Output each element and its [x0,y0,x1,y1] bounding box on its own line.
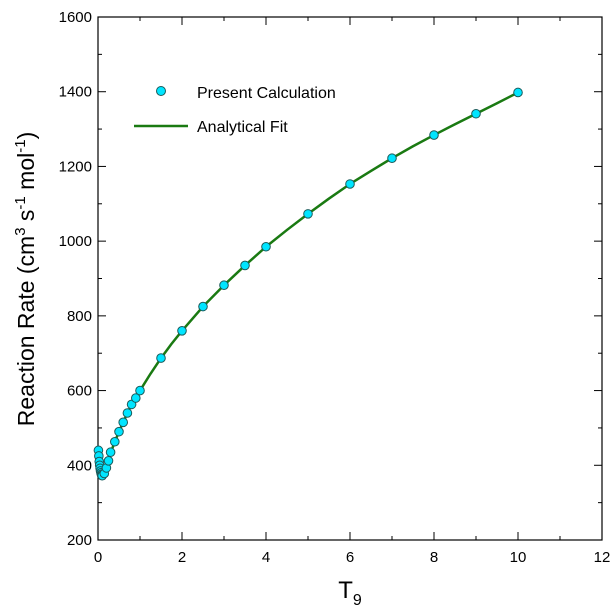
y-tick-label: 400 [67,457,92,474]
y-tick-label: 800 [67,308,92,325]
x-axis-title-main: T [338,577,353,604]
y-tick-label: 1200 [59,158,92,175]
y-axis-title: Reaction Rate (cm3 s-1 mol-1) [12,132,39,427]
present-calculation-point [261,241,271,252]
present-calculation-point [471,108,481,119]
y-tick-label: 600 [67,383,92,400]
legend-marker-present-calculation [156,86,166,96]
plot-frame [97,16,603,541]
analytical-fit-series [101,91,519,477]
present-calculation-series [93,87,523,481]
present-calculation-point [429,130,439,140]
plot-area-border [97,16,603,541]
x-axis-title-subscript: 9 [353,592,362,609]
present-calculation-point [105,447,116,458]
present-calculation-point [110,436,120,447]
legend-label-analytical-fit: Analytical Fit [197,119,288,136]
present-calculation-point [303,209,313,219]
x-tick-label: 2 [178,549,186,566]
present-calculation-point [118,417,128,428]
x-tick-label: 4 [262,549,270,566]
present-calculation-point [345,179,355,189]
x-tick-label: 10 [510,549,527,566]
y-tick-labels: 200 400 600 800 1000 1200 1400 1600 [59,9,92,549]
y-axis-title-sup-3: -1 [12,139,29,152]
legend-label-present-calculation: Present Calculation [197,85,336,102]
present-calculation-point [103,456,114,466]
present-calculation-point [198,301,208,312]
present-calculation-point [513,87,523,98]
present-calculation-point [122,408,133,418]
y-axis-title-sup-2: -1 [12,196,29,209]
present-calculation-point [240,260,250,271]
y-axis-title-end: ) [13,132,39,140]
present-calculation-point [177,326,187,336]
present-calculation-point [131,393,141,403]
present-calculation-point [114,426,124,437]
x-tick-labels: 0 2 4 6 8 10 12 [94,549,611,566]
y-tick-label: 200 [67,532,92,549]
present-calculation-point [156,353,166,363]
x-tick-label: 0 [94,549,102,566]
y-tick-label: 1600 [59,9,92,26]
present-calculation-point [219,280,229,291]
y-axis-title-main: Reaction Rate (cm [13,236,39,426]
y-tick-label: 1000 [59,233,92,250]
y-tick-label: 1400 [59,84,92,101]
y-axis-title-sup-1: 3 [12,227,29,235]
x-tick-label: 6 [346,549,354,566]
legend: Present Calculation Analytical Fit [134,85,336,136]
analytical-fit-line [101,91,519,477]
x-tick-label: 8 [430,549,438,566]
present-calculation-point [135,385,145,396]
y-axis-title-mid-1: s [13,210,39,228]
axis-ticks [97,16,603,541]
present-calculation-point [387,153,397,164]
y-axis-title-mid-2: mol [13,153,39,196]
x-axis-title: T9 [338,577,362,609]
x-tick-label: 12 [594,549,611,566]
